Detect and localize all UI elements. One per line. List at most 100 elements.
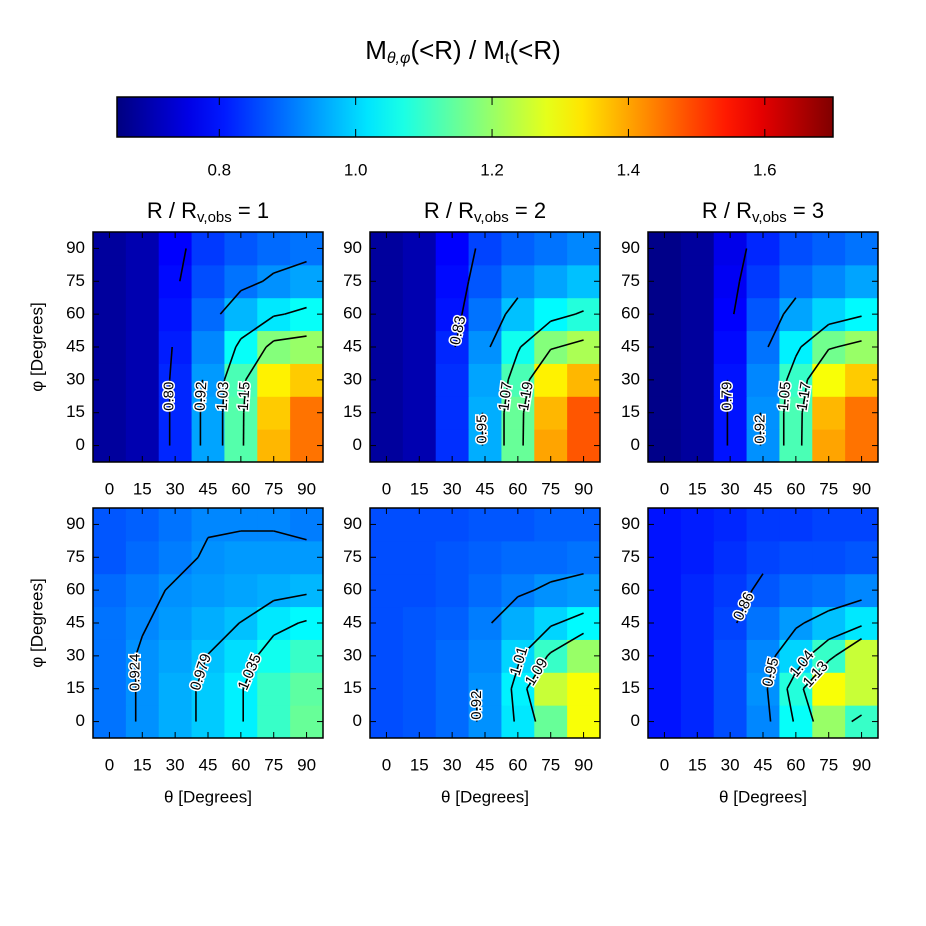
contour-line	[766, 655, 777, 689]
heatmap-cell	[224, 330, 258, 364]
heatmap-cell	[501, 573, 535, 608]
contour-line	[489, 313, 507, 348]
contour-line	[273, 530, 307, 541]
contour-line	[751, 573, 764, 591]
y-tick-label: 0	[76, 711, 85, 730]
heatmap-cell	[468, 363, 502, 397]
contour-line	[526, 688, 537, 722]
contour-line	[238, 621, 242, 624]
y-tick-label: 30	[343, 645, 362, 664]
heatmap-cell	[713, 330, 748, 364]
heatmap-cell	[812, 363, 846, 397]
x-tick-label: 15	[133, 479, 152, 498]
heatmap-cell	[501, 264, 535, 299]
contour-line	[808, 638, 830, 657]
heatmap-cell	[812, 540, 846, 575]
panel: 0.830.951.07 1.190 15 30 45 60 75 9001530456075…	[343, 198, 601, 498]
y-tick-label: 60	[343, 304, 362, 323]
heatmap-cell	[191, 573, 225, 608]
y-tick-label: 90	[66, 238, 85, 257]
heatmap-cell	[402, 606, 437, 640]
contour-line	[510, 688, 516, 722]
heatmap-cell	[746, 606, 780, 640]
heatmap-cell	[779, 297, 813, 332]
heatmap-cell	[468, 264, 502, 299]
colorbar-tick-label: 1.0	[344, 160, 368, 179]
x-tick-label: 90	[852, 479, 871, 498]
contour-line	[828, 346, 838, 351]
heatmap-cell	[402, 297, 437, 332]
y-tick-label: 15	[343, 678, 362, 697]
contour-line	[800, 323, 830, 348]
panel: 0.921.011.090 15 30 45 60 75 900153045607590θ …	[343, 507, 601, 806]
heatmap-cell	[224, 606, 258, 640]
panel-title-part: R / R	[702, 198, 752, 223]
heatmap-cell	[779, 573, 813, 608]
panel-title-part: = 1	[232, 198, 269, 223]
heatmap-cell	[779, 606, 813, 640]
colorbar-tick-label: 1.4	[617, 160, 641, 179]
contour-line	[828, 315, 862, 326]
contour-line	[262, 272, 275, 282]
x-tick-label: 45	[199, 479, 218, 498]
x-tick-label: 45	[199, 755, 218, 774]
contour-line	[851, 714, 863, 723]
heatmap-cell	[435, 264, 470, 299]
y-tick-label: 60	[66, 304, 85, 323]
heatmap-cell	[468, 396, 502, 430]
heatmap-cell	[680, 639, 715, 673]
heatmap-cell	[257, 639, 291, 673]
x-tick-label: 90	[574, 479, 593, 498]
heatmap-cell	[224, 672, 258, 706]
x-tick-label: 30	[721, 479, 740, 498]
panel-title-sub: v,obs	[474, 209, 509, 226]
heatmap-cell	[402, 639, 437, 673]
y-tick-label: 15	[621, 402, 640, 421]
heatmap-cell	[257, 672, 291, 706]
y-tick-label: 90	[343, 238, 362, 257]
heatmap-cell	[779, 264, 813, 299]
heatmap-cell	[125, 639, 160, 673]
y-tick-label: 30	[66, 645, 85, 664]
contour-line	[206, 653, 209, 657]
heatmap-cell	[125, 330, 160, 364]
contour-line	[836, 340, 862, 348]
contour-line	[141, 622, 150, 637]
heatmap-cell	[812, 573, 846, 608]
contour-line	[273, 313, 285, 317]
y-tick-label: 75	[621, 547, 640, 566]
heatmap-cell	[191, 540, 225, 575]
x-tick-label: 90	[574, 755, 593, 774]
x-tick-label: 90	[297, 755, 316, 774]
heatmap-cell	[224, 540, 258, 575]
heatmap-cell	[680, 330, 715, 364]
contour-line	[510, 666, 519, 689]
heatmap-cell	[812, 330, 846, 364]
x-tick-label: 0	[660, 479, 669, 498]
contour-line	[766, 688, 772, 722]
y-axis-label: φ [Degrees]	[27, 578, 46, 667]
heatmap-cell	[158, 606, 193, 640]
contour-line	[774, 627, 797, 657]
y-tick-label: 0	[353, 435, 362, 454]
heatmap-cell	[158, 297, 193, 332]
title-part: M	[365, 35, 387, 65]
heatmap-cell	[746, 297, 780, 332]
contour-line	[558, 339, 584, 348]
x-tick-label: 45	[476, 755, 495, 774]
y-axis-label: φ [Degrees]	[27, 302, 46, 391]
contour-line	[550, 622, 560, 628]
contour-line	[828, 599, 862, 612]
title-part: (<R)	[510, 35, 561, 65]
contour-line	[786, 688, 795, 722]
y-tick-label: 90	[66, 514, 85, 533]
heatmap-cell	[713, 540, 748, 575]
heatmap-cell	[158, 573, 193, 608]
y-tick-label: 90	[343, 514, 362, 533]
contour-line	[517, 655, 522, 668]
y-tick-label: 75	[343, 271, 362, 290]
y-tick-label: 90	[621, 238, 640, 257]
heatmap-cell	[125, 573, 160, 608]
x-tick-label: 15	[688, 755, 707, 774]
y-tick-label: 15	[343, 402, 362, 421]
